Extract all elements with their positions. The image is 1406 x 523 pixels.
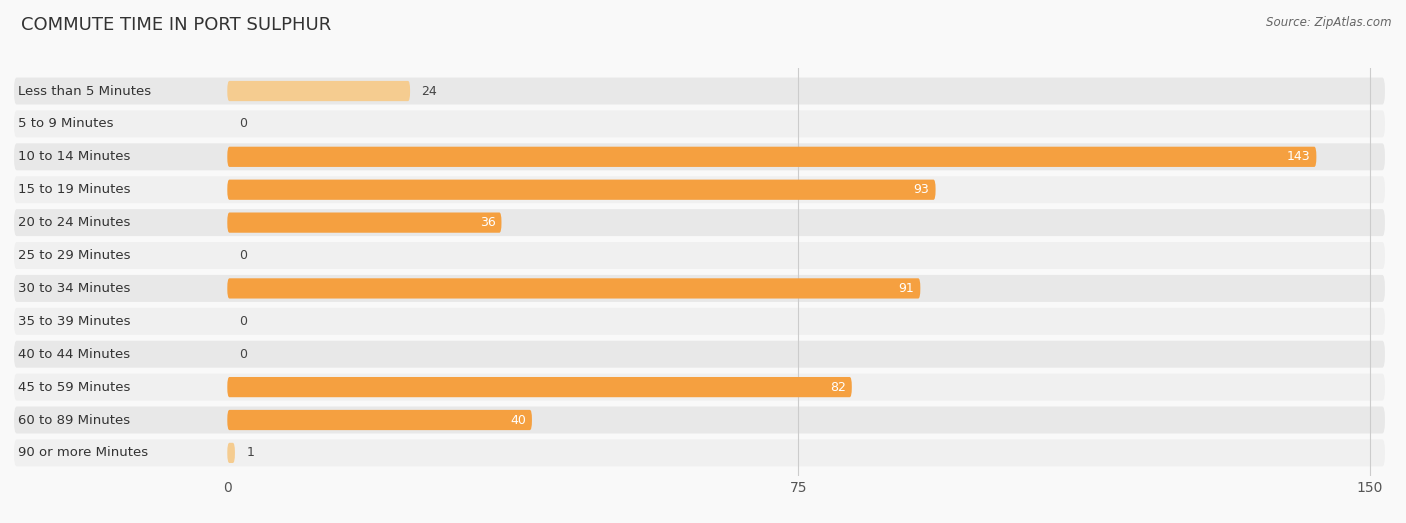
FancyBboxPatch shape	[228, 377, 852, 397]
FancyBboxPatch shape	[14, 176, 1385, 203]
Text: 40: 40	[510, 414, 526, 426]
FancyBboxPatch shape	[14, 209, 1385, 236]
FancyBboxPatch shape	[14, 77, 1385, 105]
FancyBboxPatch shape	[14, 308, 1385, 335]
Text: Less than 5 Minutes: Less than 5 Minutes	[18, 85, 150, 97]
FancyBboxPatch shape	[228, 443, 235, 463]
Text: Source: ZipAtlas.com: Source: ZipAtlas.com	[1267, 16, 1392, 29]
Text: 30 to 34 Minutes: 30 to 34 Minutes	[18, 282, 131, 295]
Text: 35 to 39 Minutes: 35 to 39 Minutes	[18, 315, 131, 328]
Text: 0: 0	[239, 118, 246, 130]
Text: 93: 93	[914, 183, 929, 196]
Text: 91: 91	[898, 282, 914, 295]
Text: COMMUTE TIME IN PORT SULPHUR: COMMUTE TIME IN PORT SULPHUR	[21, 16, 332, 33]
Text: 143: 143	[1286, 150, 1310, 163]
FancyBboxPatch shape	[228, 146, 1316, 167]
Text: 25 to 29 Minutes: 25 to 29 Minutes	[18, 249, 131, 262]
Text: 90 or more Minutes: 90 or more Minutes	[18, 447, 148, 459]
FancyBboxPatch shape	[228, 212, 502, 233]
FancyBboxPatch shape	[14, 373, 1385, 401]
Text: 0: 0	[239, 249, 246, 262]
Text: 82: 82	[830, 381, 846, 394]
Text: 40 to 44 Minutes: 40 to 44 Minutes	[18, 348, 129, 361]
Text: 36: 36	[479, 216, 495, 229]
FancyBboxPatch shape	[14, 110, 1385, 138]
FancyBboxPatch shape	[14, 143, 1385, 170]
FancyBboxPatch shape	[14, 439, 1385, 467]
Text: 15 to 19 Minutes: 15 to 19 Minutes	[18, 183, 131, 196]
FancyBboxPatch shape	[228, 81, 411, 101]
FancyBboxPatch shape	[14, 340, 1385, 368]
FancyBboxPatch shape	[228, 410, 531, 430]
Text: 0: 0	[239, 348, 246, 361]
FancyBboxPatch shape	[14, 406, 1385, 434]
Text: 0: 0	[239, 315, 246, 328]
Text: 45 to 59 Minutes: 45 to 59 Minutes	[18, 381, 131, 394]
FancyBboxPatch shape	[228, 179, 935, 200]
Text: 20 to 24 Minutes: 20 to 24 Minutes	[18, 216, 131, 229]
Text: 5 to 9 Minutes: 5 to 9 Minutes	[18, 118, 114, 130]
FancyBboxPatch shape	[228, 278, 921, 299]
Text: 1: 1	[246, 447, 254, 459]
Text: 24: 24	[422, 85, 437, 97]
Text: 10 to 14 Minutes: 10 to 14 Minutes	[18, 150, 131, 163]
FancyBboxPatch shape	[14, 275, 1385, 302]
FancyBboxPatch shape	[14, 242, 1385, 269]
Text: 60 to 89 Minutes: 60 to 89 Minutes	[18, 414, 129, 426]
